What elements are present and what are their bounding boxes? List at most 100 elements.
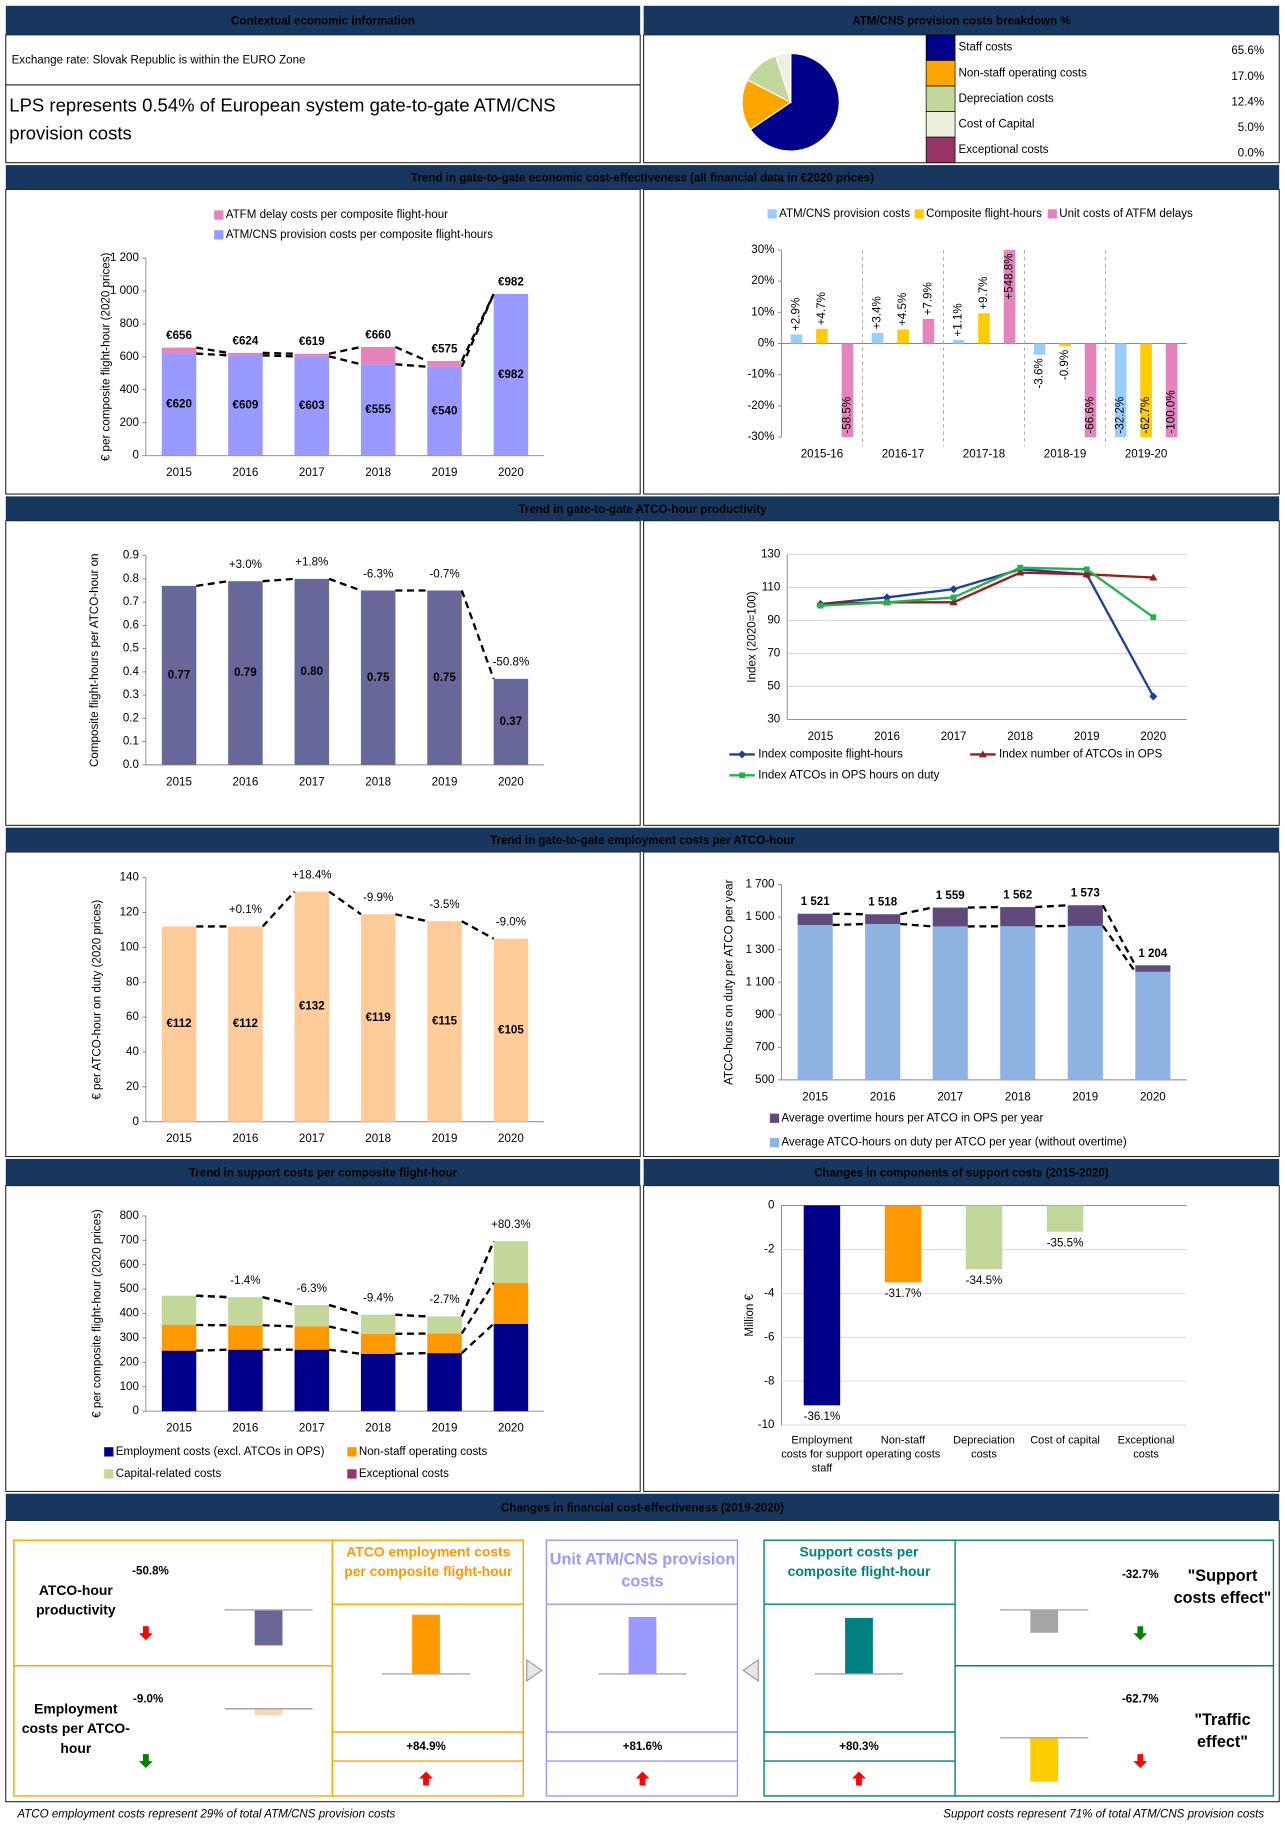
trend-connector: [1035, 904, 1068, 909]
bar: [1084, 343, 1097, 438]
y-tick-label: 600: [120, 1258, 139, 1271]
trend-connector: [261, 890, 296, 928]
y-tick-label: 0: [132, 1404, 138, 1417]
change-label: -34.5%: [966, 1274, 1003, 1287]
legend-swatch: [769, 1113, 780, 1123]
bar: [790, 334, 803, 344]
bar: [1059, 343, 1071, 347]
y-axis-label: ATCO-hours on duty per ATCO per year: [722, 879, 735, 1085]
change-label: -9.9%: [363, 891, 393, 904]
trend-connector: [196, 1294, 229, 1299]
x-tick-label: 2018: [1007, 730, 1033, 743]
y-axis-label: € per ATCO-hour on duty (2020 prices): [90, 900, 103, 1100]
mini-bar: [254, 1708, 283, 1716]
section-title: Contextual economic information: [231, 15, 415, 28]
flow-arrow: [742, 1658, 759, 1682]
value-label: 0.79: [234, 666, 257, 679]
bar-segment: [161, 1295, 197, 1326]
bar: [1003, 249, 1016, 344]
bar-segment: [427, 366, 462, 456]
value-label: €982: [498, 368, 524, 381]
change-label: -9.0%: [496, 915, 526, 928]
total-label: 1 518: [868, 896, 898, 909]
x-tick-label: 2018: [365, 466, 391, 479]
section-title: Trend in gate-to-gate economic cost-effe…: [411, 171, 874, 184]
y-tick-label: 120: [120, 906, 139, 919]
summary-label-box: ATCO-hour productivity: [36, 1582, 116, 1619]
y-axis-label: Million €: [743, 1293, 756, 1336]
bar-segment: [932, 907, 968, 927]
summary-value: +81.6%: [623, 1740, 663, 1753]
mini-bar: [1030, 1609, 1059, 1633]
y-tick-label: 300: [120, 1331, 139, 1344]
bar: [360, 590, 396, 765]
x-tick-label: 2020: [498, 466, 524, 479]
bar: [922, 318, 935, 344]
value-label: +9.7%: [977, 276, 990, 309]
legend-label: Exceptional costs: [359, 1467, 449, 1480]
change-label: -50.8%: [493, 656, 530, 669]
value-label: -100.0%: [1165, 390, 1178, 433]
legend-label: Non-staff operating costs: [359, 1445, 488, 1458]
summary-label-box: "Support costs effect": [1174, 1566, 1272, 1607]
bar-segment: [360, 1314, 396, 1334]
trend-connector: [394, 345, 428, 363]
change-label: -9.4%: [363, 1292, 393, 1305]
summary-label-box: Unit ATM/CNS provision costs: [550, 1550, 735, 1591]
bar-segment: [493, 1282, 529, 1324]
y-axis-label: Composite flight-hours per ATCO-hour on: [88, 553, 101, 767]
trend-connector: [395, 363, 428, 368]
bar-segment: [427, 1333, 462, 1354]
value-label: -3.6%: [1033, 358, 1046, 388]
line: [820, 566, 1154, 619]
summary-box: [545, 1539, 739, 1797]
x-tick-label: 2015: [166, 775, 192, 788]
legend-swatch: [925, 111, 956, 138]
bar: [965, 1205, 1003, 1270]
trend-connector: [460, 1282, 495, 1335]
marker: [949, 598, 958, 606]
trend-connector: [196, 346, 229, 355]
change-label: -36.1%: [804, 1410, 841, 1423]
marker: [1016, 568, 1025, 576]
bar: [816, 328, 828, 344]
summary-box: [13, 1539, 524, 1797]
section-title: Trend in gate-to-gate employment costs p…: [490, 834, 795, 847]
mini-bar: [1030, 1737, 1059, 1782]
bar: [294, 578, 330, 765]
summary-label: ATCO-hour productivity: [36, 1582, 116, 1619]
trend-connector: [196, 1348, 229, 1352]
y-tick-label: -30%: [747, 430, 774, 443]
trend-connector: [328, 890, 362, 916]
x-tick-label: 2016-17: [882, 448, 924, 461]
trend-connector: [328, 1303, 362, 1316]
bar-segment: [493, 293, 529, 456]
legend-swatch: [214, 210, 224, 220]
x-tick-label: 2018-19: [1044, 448, 1086, 461]
summary-label-box: Support costs per composite flight-hour: [788, 1544, 931, 1580]
section-title: Trend in gate-to-gate ATCO-hour producti…: [518, 503, 767, 516]
trend-connector: [196, 580, 229, 588]
value-label: €620: [166, 398, 192, 411]
bar-segment: [294, 1326, 330, 1350]
x-tick-label: 2020: [498, 1132, 524, 1145]
value-label: €609: [233, 399, 259, 412]
value-label: +4.5%: [896, 293, 909, 326]
bar-segment: [797, 924, 833, 1080]
arrow-icon: [1133, 1626, 1148, 1641]
marker: [817, 602, 824, 609]
y-tick-label: 700: [120, 1233, 139, 1246]
section-header: [5, 5, 641, 35]
y-tick-label: 0.1: [123, 735, 139, 748]
bar: [1046, 1205, 1084, 1232]
trend-connector: [461, 920, 495, 940]
bar-segment: [228, 1325, 263, 1350]
bar-segment: [360, 1333, 396, 1354]
value-label: €112: [166, 1017, 191, 1030]
legend-label: Staff costs: [959, 41, 1013, 54]
trend-connector: [262, 351, 295, 355]
summary-label: ATCO employment costs per composite flig…: [344, 1543, 513, 1580]
value-label: €112: [233, 1017, 258, 1030]
value-label: +4.7%: [815, 292, 828, 325]
trend-connector: [460, 293, 495, 362]
